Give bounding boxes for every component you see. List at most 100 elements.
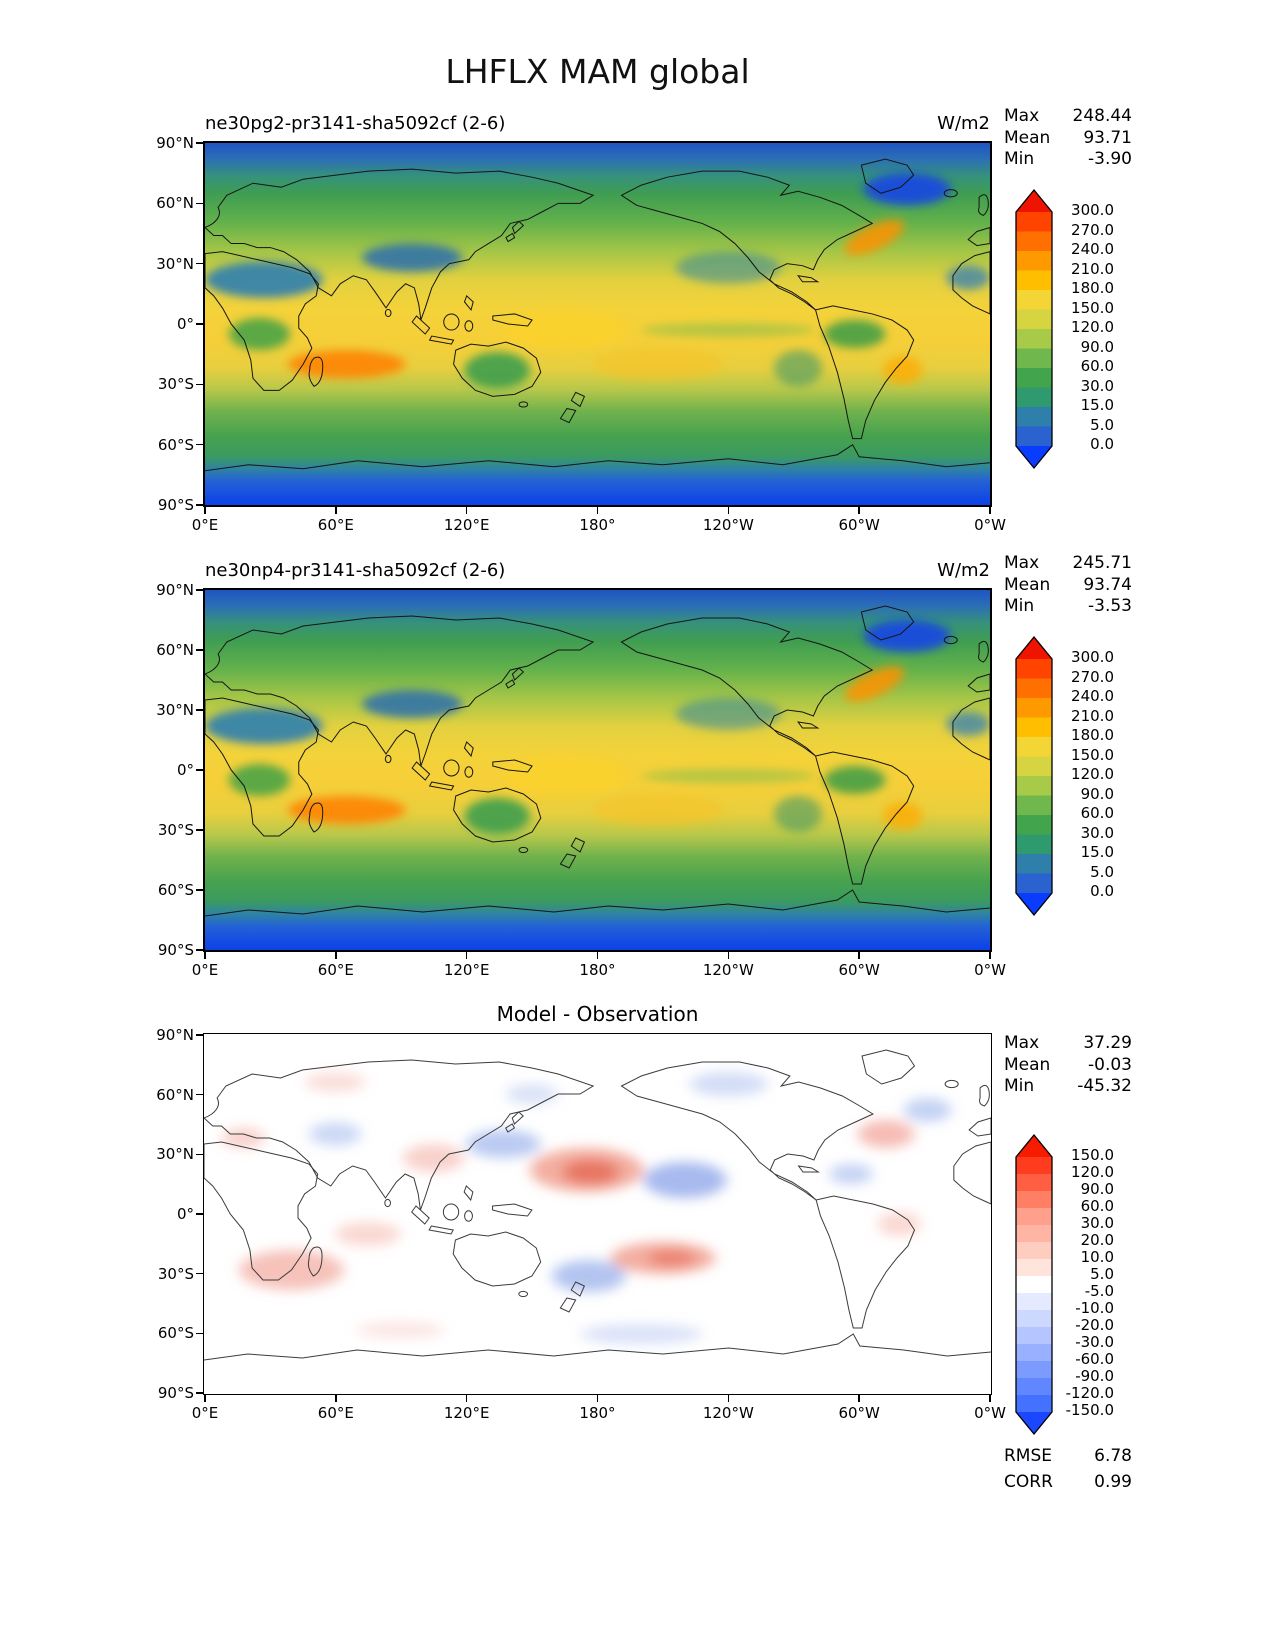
x-axis-tick-mark	[204, 1395, 206, 1402]
y-axis-tick-mark	[196, 1093, 203, 1096]
x-axis-tick-label: 180°	[579, 516, 616, 534]
colorbar-tick-label: 270.0	[1071, 667, 1114, 686]
panel2-units: W/m2	[937, 560, 990, 581]
colorbar-tick-label: 240.0	[1071, 687, 1114, 705]
stat-label: Mean	[1004, 574, 1051, 595]
colorbar-tick-label: -30.0	[1075, 1333, 1114, 1351]
colorbar-tick-label: 60.0	[1080, 357, 1114, 375]
y-axis-tick-mark	[196, 1332, 203, 1335]
x-axis-tick-mark	[596, 952, 599, 959]
colorbar-tick-label: 0.0	[1090, 882, 1114, 900]
stat-label: Min	[1004, 149, 1035, 169]
y-axis-tick-mark	[196, 889, 203, 891]
colorbar-tick-label: 20.0	[1080, 1231, 1114, 1249]
x-axis-tick-mark	[335, 1395, 337, 1402]
x-axis-tick-label: 120°W	[702, 516, 754, 534]
stat-value: -3.53	[1088, 596, 1132, 616]
colorbar-tick-label: 30.0	[1080, 376, 1114, 395]
y-axis-tick-label: 90°S	[157, 941, 194, 959]
colorbar-tick-label: -5.0	[1084, 1282, 1114, 1300]
x-axis-tick-label: 120°W	[702, 1404, 754, 1422]
panel1-head: ne30pg2-pr3141-sha5092cf (2-6) W/m2	[205, 113, 990, 134]
panel1-title: ne30pg2-pr3141-sha5092cf (2-6)	[205, 113, 506, 134]
stat-row-max: Max 245.71	[1004, 553, 1132, 575]
x-axis-tick-mark	[465, 507, 468, 514]
stat-row-corr: CORR 0.99	[1004, 1470, 1132, 1496]
stat-value: 37.29	[1083, 1033, 1132, 1053]
y-axis-tick-mark	[196, 709, 203, 711]
y-axis-tick-mark	[196, 1213, 203, 1215]
stat-row-mean: Mean 93.74	[1004, 575, 1132, 597]
stat-label: Min	[1004, 596, 1035, 616]
y-axis-tick-mark	[196, 142, 203, 144]
colorbar-tick-label: -120.0	[1065, 1384, 1114, 1402]
x-axis-tick-label: 0°E	[191, 516, 219, 534]
colorbar-tick-label: 240.0	[1071, 240, 1114, 258]
colorbar-tick-label: 150.0	[1071, 745, 1114, 764]
stat-value: 93.74	[1083, 574, 1132, 595]
stat-label: Min	[1004, 1076, 1035, 1096]
y-axis-tick-label: 30°N	[156, 1145, 194, 1164]
y-axis-tick-mark	[196, 1034, 203, 1036]
colorbar-tick-label: 120.0	[1071, 1163, 1114, 1181]
x-axis-tick-mark	[204, 952, 206, 959]
colorbar-tick-label: 210.0	[1071, 259, 1114, 278]
x-axis-tick-mark	[858, 507, 860, 514]
y-axis-tick-mark	[196, 1153, 203, 1156]
x-axis-tick-mark	[727, 1395, 730, 1402]
colorbar-tick-label: 300.0	[1071, 201, 1114, 219]
colorbar-tick-label: 5.0	[1090, 415, 1114, 434]
y-axis-tick-mark	[196, 829, 203, 831]
y-axis-tick-label: 90°N	[156, 581, 194, 599]
stat-label: Mean	[1004, 127, 1051, 148]
stat-value: 6.78	[1094, 1446, 1132, 1466]
x-axis-tick-mark	[989, 1395, 991, 1402]
stat-value: 248.44	[1072, 106, 1132, 126]
x-axis-tick-mark	[727, 952, 730, 959]
stat-row-mean: Mean 93.71	[1004, 128, 1132, 150]
model-minus-observation-map	[204, 1034, 991, 1394]
x-axis-tick-mark	[596, 1395, 599, 1402]
y-axis-tick-label: 0°	[176, 315, 194, 333]
y-axis-tick-label: 60°S	[157, 435, 194, 454]
y-axis-tick-mark	[196, 443, 203, 446]
stat-label: RMSE	[1004, 1446, 1053, 1466]
panel3-map-frame	[203, 1033, 992, 1395]
stat-value: 93.71	[1083, 127, 1132, 148]
y-axis-tick-label: 90°S	[157, 496, 194, 514]
colorbar-tick-label: -10.0	[1075, 1299, 1114, 1317]
lhflx-map-ne30pg2	[205, 143, 990, 505]
y-axis-tick-label: 90°N	[156, 134, 194, 152]
colorbar-tick-label: -60.0	[1075, 1350, 1114, 1368]
y-axis-tick-mark	[196, 589, 203, 591]
figure-title: LHFLX MAM global	[445, 52, 750, 91]
x-axis-tick-label: 0°W	[974, 1404, 1006, 1422]
y-axis-tick-label: 60°N	[156, 194, 194, 213]
panel3-rmse-corr: RMSE 6.78 CORR 0.99	[1004, 1444, 1132, 1496]
x-axis-tick-label: 0°W	[974, 961, 1006, 979]
stat-label: Max	[1004, 1033, 1040, 1053]
stat-value: 0.99	[1094, 1472, 1132, 1492]
panel1-stats: Max 248.44 Mean 93.71 Min -3.90	[1004, 106, 1132, 171]
y-axis-tick-label: 60°N	[156, 1085, 194, 1104]
x-axis-tick-mark	[858, 952, 860, 959]
y-axis-tick-mark	[196, 949, 203, 951]
stat-row-rmse: RMSE 6.78	[1004, 1444, 1132, 1470]
colorbar-tick-label: 10.0	[1080, 1248, 1114, 1266]
stat-row-min: Min -45.32	[1004, 1076, 1132, 1098]
x-axis-tick-label: 0°E	[191, 1404, 219, 1422]
colorbar-tick-label: 150.0	[1071, 1146, 1114, 1164]
x-axis-tick-label: 180°	[579, 1404, 616, 1422]
colorbar-tick-label: 180.0	[1071, 279, 1114, 297]
y-axis-tick-label: 0°	[176, 761, 194, 779]
colorbar-svg	[1015, 635, 1053, 917]
colorbar-tick-label: 120.0	[1071, 318, 1114, 336]
colorbar-tick-label: 5.0	[1090, 862, 1114, 881]
stat-label: Max	[1004, 106, 1040, 126]
y-axis-tick-mark	[196, 383, 203, 386]
colorbar-tick-label: 300.0	[1071, 648, 1114, 666]
panel2-title: ne30np4-pr3141-sha5092cf (2-6)	[205, 560, 506, 581]
x-axis-tick-label: 180°	[579, 961, 616, 979]
colorbar-tick-label: -150.0	[1065, 1401, 1114, 1419]
